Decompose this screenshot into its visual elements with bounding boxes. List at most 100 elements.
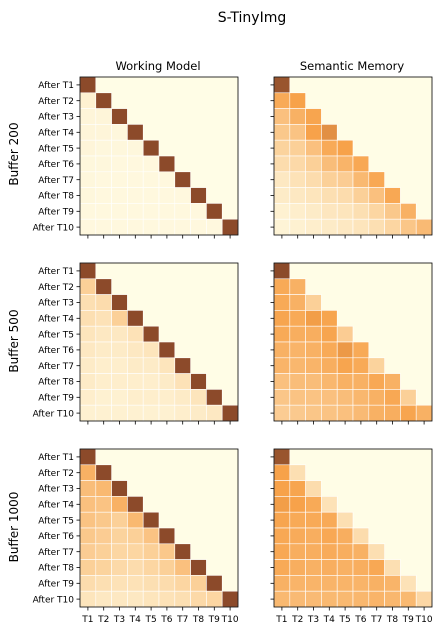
- x-tick-label: T5: [338, 615, 350, 625]
- heatmap-cell: [206, 575, 223, 592]
- heatmap-cell: [336, 187, 354, 204]
- heatmap-cell: [158, 575, 176, 592]
- heatmap-cell: [79, 389, 97, 406]
- heatmap-cell: [305, 543, 322, 560]
- heatmap-cell: [142, 389, 160, 406]
- heatmap-cell: [142, 559, 160, 576]
- heatmap-cell: [289, 139, 306, 157]
- heatmap-cell: [352, 341, 370, 359]
- heatmap-cell: [142, 218, 160, 236]
- x-tick-label: T10: [415, 615, 433, 625]
- heatmap-cell: [289, 464, 306, 481]
- heatmap-cell: [305, 511, 322, 529]
- heatmap-cell: [415, 590, 433, 608]
- heatmap-cell: [352, 543, 370, 560]
- heatmap-cell: [352, 373, 370, 390]
- heatmap-cell: [336, 218, 354, 236]
- heatmap-cell: [400, 203, 417, 220]
- x-tick-label: T7: [176, 615, 188, 625]
- heatmap-cell: [273, 187, 291, 204]
- heatmap-cell: [79, 464, 97, 481]
- heatmap-cell: [95, 590, 112, 608]
- heatmap-cell: [95, 187, 112, 204]
- y-tick-label: After T2: [38, 283, 74, 293]
- heatmap-cell: [273, 575, 291, 592]
- heatmap-cell: [127, 496, 144, 513]
- heatmap-cell: [305, 590, 322, 608]
- heatmap-cell: [174, 590, 191, 608]
- y-tick-label: After T7: [38, 362, 74, 372]
- heatmap-cell: [95, 218, 112, 236]
- heatmap-cell: [221, 218, 239, 236]
- heatmap-cell: [305, 108, 322, 125]
- heatmap-cell: [79, 559, 97, 576]
- heatmap-cell: [95, 155, 112, 173]
- panel-frame: [273, 448, 433, 608]
- heatmap-cell: [400, 575, 417, 592]
- figure-title: S-TinyImg: [218, 10, 286, 26]
- heatmap-cell: [368, 389, 385, 406]
- heatmap-cell: [289, 590, 306, 608]
- heatmap-cell: [174, 543, 191, 560]
- heatmap-cell: [273, 559, 291, 576]
- heatmap-cell: [221, 590, 239, 608]
- heatmap-cell: [305, 139, 322, 157]
- heatmap-cell: [111, 480, 128, 497]
- heatmap-cell: [273, 389, 291, 406]
- heatmap-cell: [158, 218, 176, 236]
- y-tick-label: After T7: [38, 548, 74, 558]
- y-tick-label: After T8: [38, 564, 74, 574]
- heatmap-cell: [273, 108, 291, 125]
- heatmap-cell: [273, 76, 291, 94]
- heatmap-cell: [400, 404, 417, 422]
- heatmap-cell: [111, 511, 128, 529]
- heatmap-cell: [158, 543, 176, 560]
- heatmap-cell: [95, 464, 112, 481]
- heatmap-cell: [95, 92, 112, 109]
- heatmap-cell: [273, 124, 291, 141]
- heatmap-cell: [321, 341, 338, 359]
- heatmap-cell: [321, 527, 338, 545]
- heatmap-cell: [336, 543, 354, 560]
- heatmap-cell: [79, 218, 97, 236]
- heatmap-cell: [127, 171, 144, 188]
- heatmap-cell: [142, 171, 160, 188]
- heatmap-cell: [289, 108, 306, 125]
- heatmap-cell: [305, 496, 322, 513]
- heatmap-cell: [79, 480, 97, 497]
- heatmap-cell: [336, 341, 354, 359]
- heatmap-cell: [336, 511, 354, 529]
- heatmap-cell: [79, 496, 97, 513]
- y-tick-label: After T1: [38, 81, 74, 91]
- heatmap-cell: [95, 575, 112, 592]
- x-tick-label: T6: [354, 615, 366, 625]
- heatmap-cell: [400, 218, 417, 236]
- heatmap-cell: [305, 203, 322, 220]
- heatmap-cell: [111, 559, 128, 576]
- heatmap-cell: [368, 171, 385, 188]
- heatmap-cell: [79, 310, 97, 327]
- heatmap-cell: [190, 218, 207, 236]
- heatmap-cell: [273, 92, 291, 109]
- heatmap-cell: [158, 155, 176, 173]
- heatmap-cell: [158, 527, 176, 545]
- heatmap-cell: [273, 171, 291, 188]
- heatmap-cell: [127, 124, 144, 141]
- heatmap-cell: [289, 278, 306, 295]
- heatmap-cell: [273, 357, 291, 374]
- heatmap-cell: [158, 373, 176, 390]
- x-tick-label: T4: [129, 615, 141, 625]
- y-tick-label: After T3: [38, 299, 74, 309]
- heatmap-cell: [336, 373, 354, 390]
- y-tick-label: After T1: [38, 267, 74, 277]
- heatmap-cell: [158, 404, 176, 422]
- heatmap-cell: [111, 218, 128, 236]
- heatmap-cell: [142, 203, 160, 220]
- x-tick-label: T5: [144, 615, 156, 625]
- x-tick-label: T6: [160, 615, 172, 625]
- heatmap-cell: [190, 590, 207, 608]
- heatmap-cell: [158, 187, 176, 204]
- heatmap-cell: [289, 155, 306, 173]
- x-tick-label: T7: [370, 615, 382, 625]
- heatmap-cell: [79, 357, 97, 374]
